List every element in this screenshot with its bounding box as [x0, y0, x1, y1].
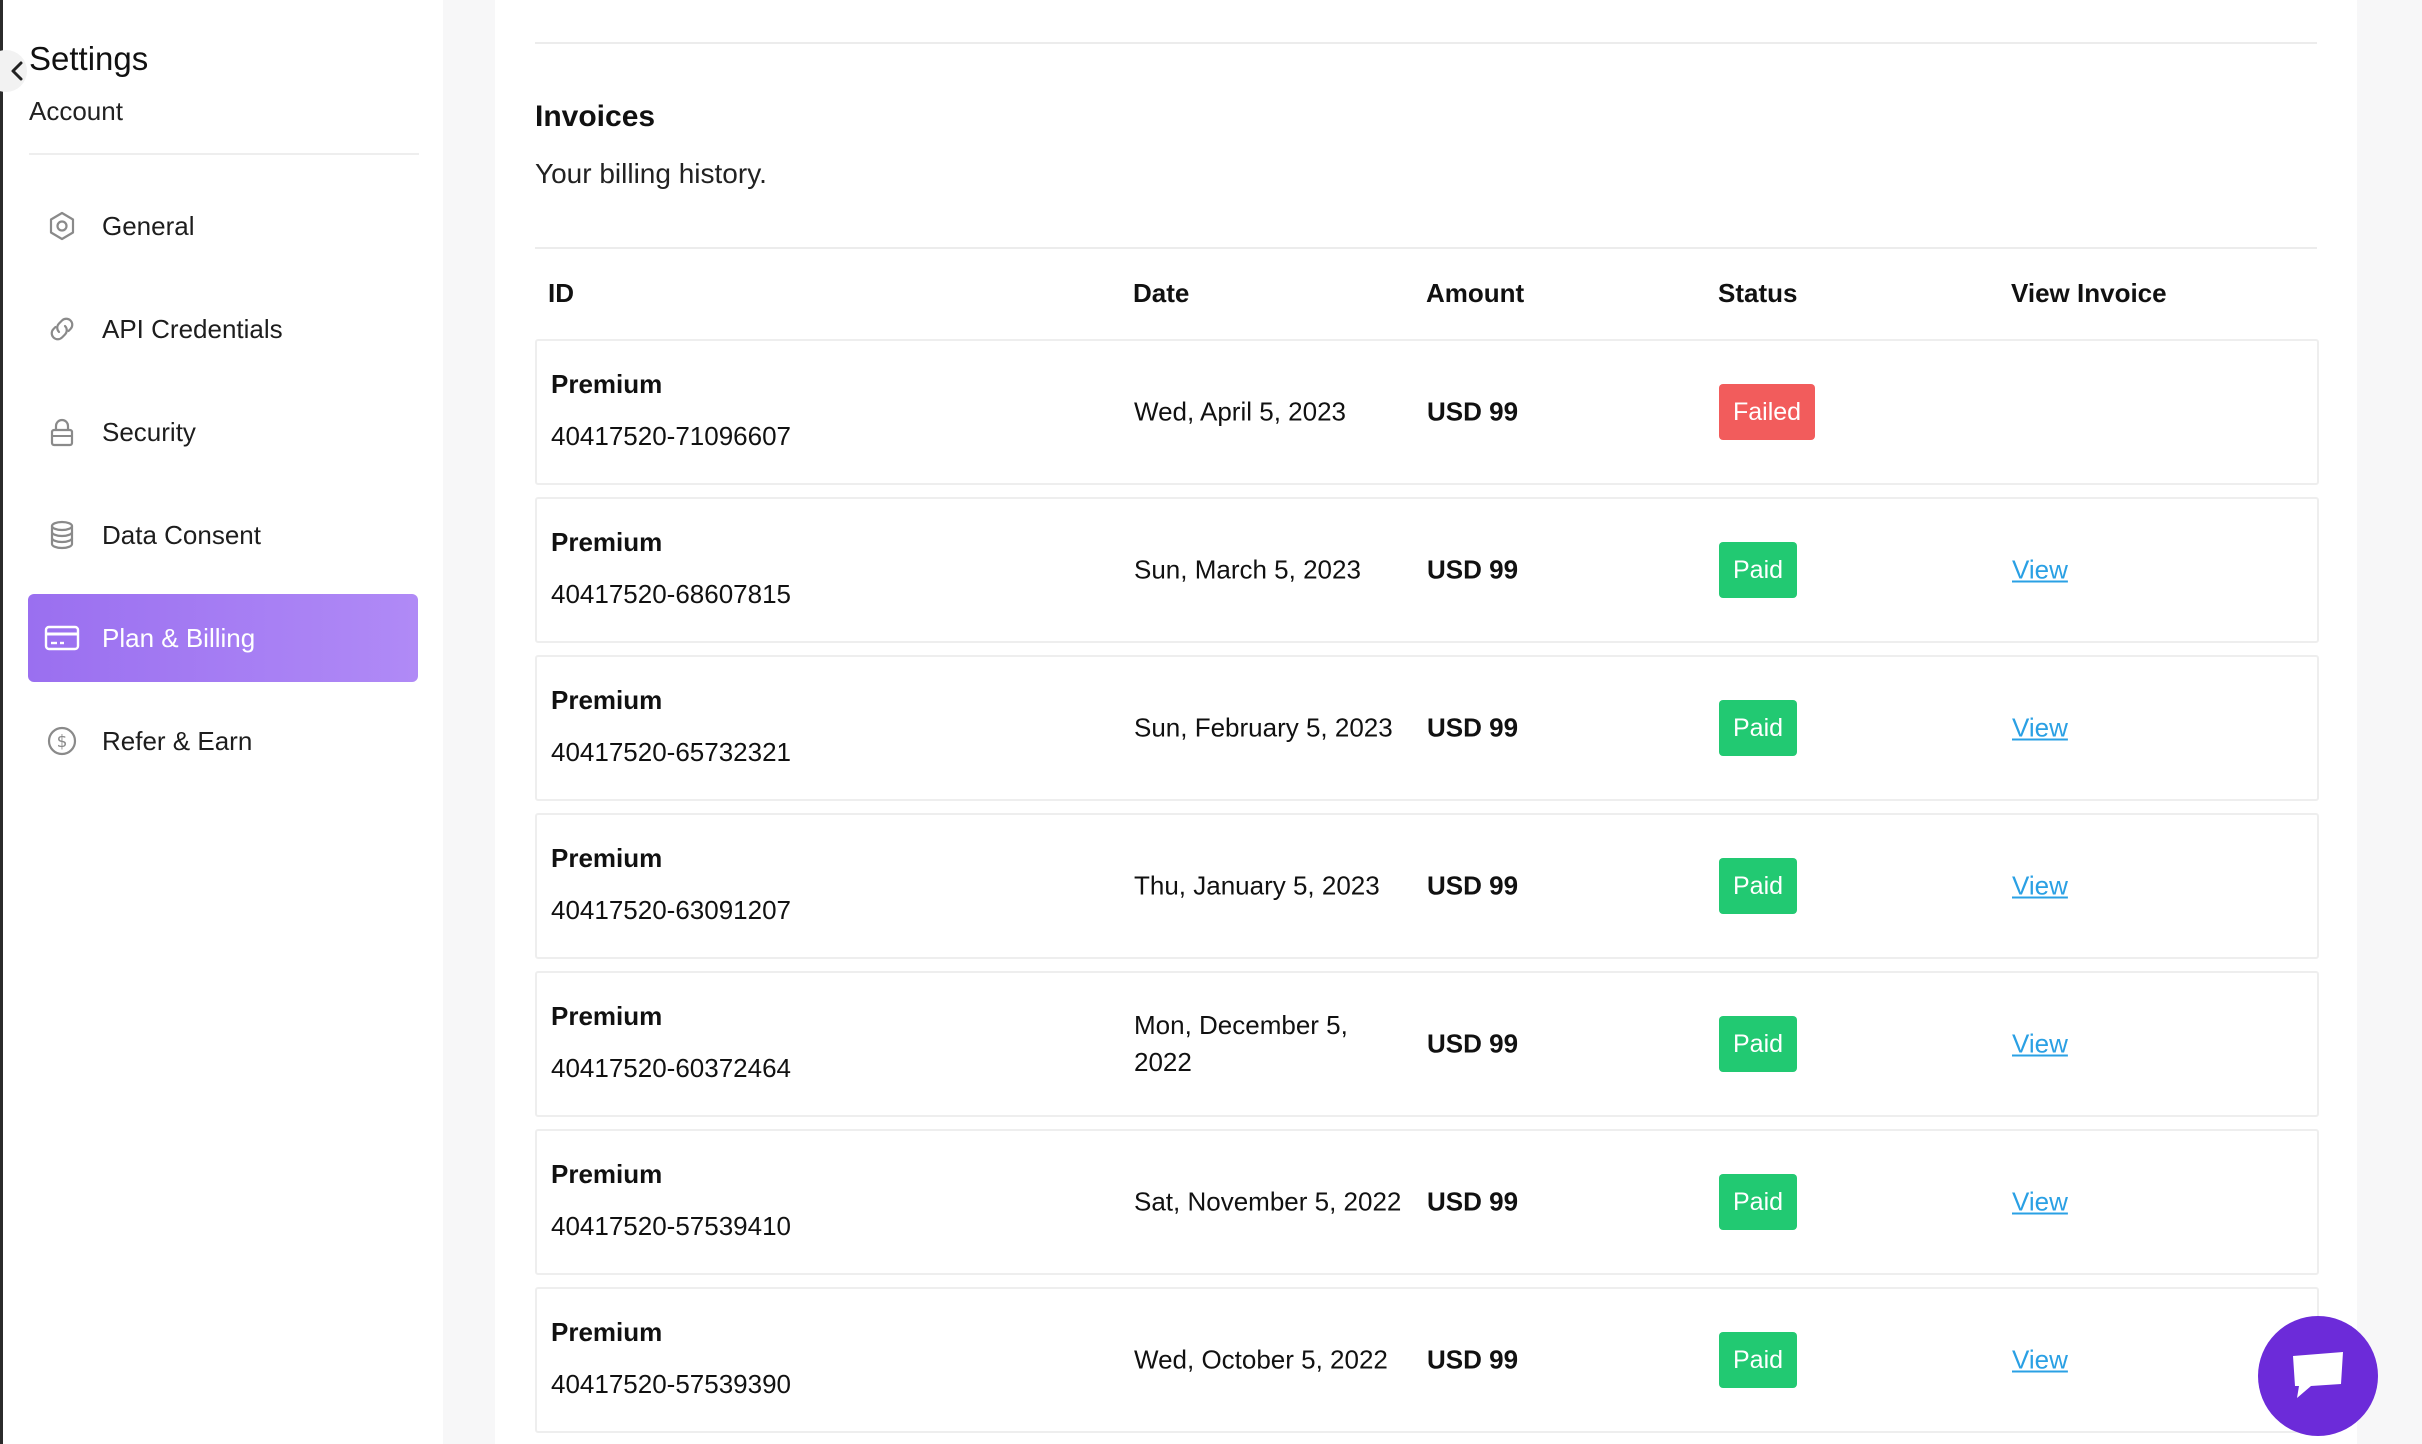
- table-row: Premium 40417520-63091207 Thu, January 5…: [535, 813, 2319, 959]
- status-badge: Paid: [1719, 700, 1798, 756]
- status-badge: Failed: [1719, 384, 1816, 440]
- sidebar-item-label: General: [102, 210, 195, 241]
- status-badge: Paid: [1719, 542, 1798, 598]
- column-header-view-invoice: View Invoice: [2011, 278, 2167, 308]
- sidebar-item-label: Refer & Earn: [102, 725, 253, 756]
- table-row: Premium 40417520-68607815 Sun, March 5, …: [535, 497, 2319, 643]
- invoice-plan: Premium: [551, 1159, 663, 1189]
- sidebar-item-security[interactable]: Security: [28, 388, 418, 476]
- lock-icon: [44, 414, 80, 450]
- invoice-plan: Premium: [551, 527, 663, 557]
- section-divider: [535, 42, 2317, 44]
- invoice-plan: Premium: [551, 369, 663, 399]
- sidebar-title: Settings: [29, 40, 149, 77]
- view-invoice-link[interactable]: View: [2012, 712, 2068, 743]
- view-invoice-link[interactable]: View: [2012, 870, 2068, 901]
- invoice-date: Wed, April 5, 2023: [1134, 396, 1346, 427]
- invoice-plan: Premium: [551, 685, 663, 715]
- invoice-date: Sun, March 5, 2023: [1134, 554, 1361, 585]
- chat-launcher-button[interactable]: [2258, 1316, 2378, 1436]
- invoice-amount: USD 99: [1427, 1186, 1519, 1217]
- sidebar-item-label: Plan & Billing: [102, 622, 256, 653]
- sidebar-item-label: Data Consent: [102, 519, 261, 550]
- invoice-date: Sat, November 5, 2022: [1134, 1186, 1402, 1217]
- table-top-divider: [535, 247, 2317, 249]
- invoice-amount: USD 99: [1427, 396, 1519, 427]
- invoice-date: Mon, December 5, 2022: [1134, 1010, 1348, 1077]
- sidebar-item-data-consent[interactable]: Data Consent: [28, 491, 418, 579]
- sidebar-item-general[interactable]: General: [28, 182, 418, 270]
- invoice-amount: USD 99: [1427, 870, 1519, 901]
- sidebar-gutter: [443, 0, 495, 1444]
- sidebar-item-refer-earn[interactable]: $ Refer & Earn: [28, 697, 418, 785]
- column-header-amount: Amount: [1426, 278, 1525, 308]
- invoice-date: Thu, January 5, 2023: [1134, 870, 1380, 901]
- table-row: Premium 40417520-60372464 Mon, December …: [535, 971, 2319, 1117]
- chevron-left-icon: [11, 61, 23, 81]
- settings-sidebar: Settings Account General API Credentials…: [0, 0, 443, 1444]
- invoice-id: 40417520-71096607: [551, 421, 792, 451]
- invoice-id: 40417520-57539390: [551, 1369, 792, 1399]
- database-icon: [44, 517, 80, 553]
- sidebar-subtitle: Account: [29, 96, 123, 126]
- sidebar-item-label: API Credentials: [102, 313, 283, 344]
- invoice-id: 40417520-65732321: [551, 737, 792, 767]
- status-badge: Paid: [1719, 1016, 1798, 1072]
- sidebar-item-plan-billing[interactable]: Plan & Billing: [28, 594, 418, 682]
- status-badge: Paid: [1719, 1174, 1798, 1230]
- invoice-date: Wed, October 5, 2022: [1134, 1344, 1388, 1375]
- sidebar-item-label: Security: [102, 416, 196, 447]
- credit-card-icon: [44, 620, 80, 656]
- view-invoice-link[interactable]: View: [2012, 1344, 2068, 1375]
- right-gutter: [2357, 0, 2422, 1444]
- invoice-amount: USD 99: [1427, 712, 1519, 743]
- view-invoice-link[interactable]: View: [2012, 1186, 2068, 1217]
- invoice-id: 40417520-68607815: [551, 579, 792, 609]
- column-header-date: Date: [1133, 278, 1190, 308]
- table-row: Premium 40417520-71096607 Wed, April 5, …: [535, 339, 2319, 485]
- invoice-amount: USD 99: [1427, 1344, 1519, 1375]
- invoice-id: 40417520-63091207: [551, 895, 792, 925]
- column-header-status: Status: [1718, 278, 1798, 308]
- view-invoice-link[interactable]: View: [2012, 554, 2068, 585]
- invoices-subtitle: Your billing history.: [535, 158, 767, 189]
- window-edge: [0, 0, 3, 1444]
- invoices-title: Invoices: [535, 100, 656, 133]
- status-badge: Paid: [1719, 1332, 1798, 1388]
- view-invoice-link[interactable]: View: [2012, 1028, 2068, 1059]
- invoice-id: 40417520-57539410: [551, 1211, 792, 1241]
- table-row: Premium 40417520-65732321 Sun, February …: [535, 655, 2319, 801]
- dollar-circle-icon: $: [44, 723, 80, 759]
- table-row: Premium 40417520-57539390 Wed, October 5…: [535, 1287, 2319, 1433]
- column-header-id: ID: [548, 278, 574, 308]
- invoice-date: Sun, February 5, 2023: [1134, 712, 1393, 743]
- invoice-amount: USD 99: [1427, 554, 1519, 585]
- invoice-plan: Premium: [551, 1001, 663, 1031]
- chat-bubble-icon: [2293, 1352, 2343, 1398]
- link-icon: [44, 311, 80, 347]
- invoice-plan: Premium: [551, 843, 663, 873]
- hexagon-settings-icon: [44, 208, 80, 244]
- table-row: Premium 40417520-57539410 Sat, November …: [535, 1129, 2319, 1275]
- sidebar-divider: [29, 153, 419, 155]
- invoice-id: 40417520-60372464: [551, 1053, 792, 1083]
- invoice-amount: USD 99: [1427, 1028, 1519, 1059]
- invoice-plan: Premium: [551, 1317, 663, 1347]
- sidebar-item-api-credentials[interactable]: API Credentials: [28, 285, 418, 373]
- collapse-sidebar-button[interactable]: [0, 50, 27, 92]
- svg-text:$: $: [57, 732, 68, 752]
- status-badge: Paid: [1719, 858, 1798, 914]
